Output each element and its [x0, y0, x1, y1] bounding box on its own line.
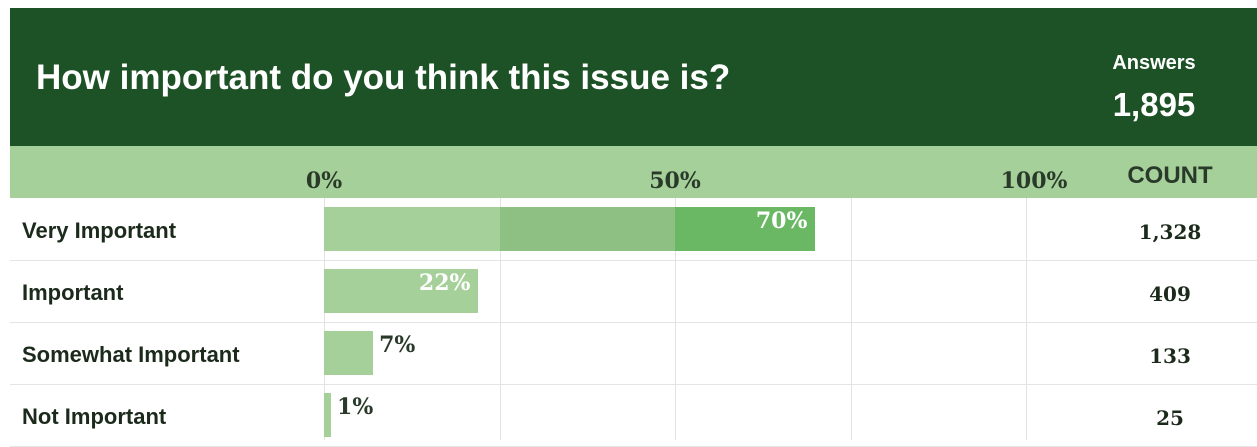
bar	[324, 207, 816, 251]
bar-segment	[675, 207, 816, 251]
category-label: Very Important	[22, 218, 177, 243]
tick-label-100: 100%	[1000, 168, 1068, 194]
tick-label-0: 0%	[305, 168, 343, 194]
bar	[324, 331, 374, 375]
gridline	[675, 198, 676, 440]
bar	[324, 269, 479, 313]
bar	[324, 393, 332, 437]
percent-label: 22%	[418, 270, 471, 296]
category-label: Important	[22, 280, 124, 305]
gridline	[1026, 198, 1027, 440]
percent-label: 70%	[755, 208, 808, 234]
count-header: COUNT	[1127, 162, 1213, 189]
result-row: Somewhat Important 7% 133	[10, 322, 1257, 385]
poll-results-card: How important do you think this issue is…	[10, 8, 1257, 447]
answers-label: Answers	[1112, 52, 1196, 74]
count-value: 133	[1149, 344, 1191, 368]
bar-segment	[324, 207, 500, 251]
gridline	[850, 198, 852, 440]
answers-total: 1,895	[1112, 86, 1196, 123]
result-row: Very Important 70% 1,328	[10, 198, 1257, 261]
category-label: Not Important	[22, 404, 167, 429]
percent-label: 1%	[337, 394, 374, 420]
count-value: 409	[1149, 282, 1191, 306]
gridline	[499, 198, 501, 440]
result-row: Important 22% 409	[10, 260, 1257, 323]
bar-segment	[499, 207, 675, 251]
header: How important do you think this issue is…	[10, 8, 1257, 146]
question-title: How important do you think this issue is…	[36, 58, 731, 97]
percent-label: 7%	[379, 332, 416, 358]
category-label: Somewhat Important	[22, 342, 240, 367]
result-row: Not Important 1% 25	[10, 384, 1257, 447]
count-value: 1,328	[1138, 220, 1202, 244]
results-rows: Very Important 70% 1,328 Important 22% 409 Som…	[10, 198, 1257, 447]
tick-label-50: 50%	[649, 168, 701, 194]
axis-header: 0% 50% 100% COUNT	[10, 146, 1257, 198]
count-value: 25	[1156, 406, 1184, 430]
gridline	[324, 198, 325, 440]
